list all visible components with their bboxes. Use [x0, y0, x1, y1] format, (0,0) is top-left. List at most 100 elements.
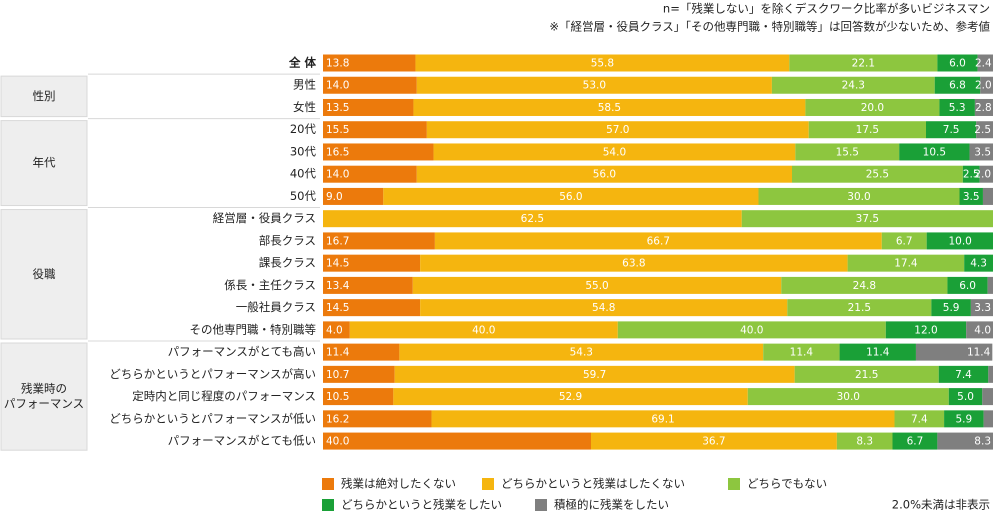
bar-segment: [323, 343, 400, 361]
bar-segment: [795, 143, 900, 161]
category-label: 定時内と同じ程度のパフォーマンス: [132, 389, 316, 403]
note: n=「残業しない」を除くデスクワーク比率が多いビジネスマン: [663, 2, 990, 16]
bar-segment: [323, 143, 434, 161]
group-label: パフォーマンス: [4, 397, 84, 411]
value-label: 6.7: [896, 235, 913, 247]
bar-segment: [988, 365, 993, 383]
bar-segment: [323, 76, 417, 94]
bar-segment: [808, 121, 926, 139]
bar-segment: [323, 410, 432, 428]
bar-segment: [983, 410, 993, 428]
category-label: 男性: [293, 78, 316, 92]
value-label: 4.0: [326, 324, 343, 336]
value-label: 57.0: [606, 124, 629, 136]
value-label: 56.0: [593, 169, 616, 181]
value-label: 40.0: [472, 324, 495, 336]
bar-segment: [323, 388, 394, 406]
value-label: 59.7: [583, 369, 606, 381]
bar-segment: [323, 432, 591, 450]
bar-segment: [323, 276, 413, 294]
bar-segment: [787, 299, 932, 317]
bar-segment: [415, 54, 790, 72]
bar-segment: [987, 276, 993, 294]
bar-segment: [431, 410, 895, 428]
value-label: 9.0: [326, 191, 343, 203]
value-label: 5.3: [949, 102, 966, 114]
bar-segment: [885, 321, 967, 339]
bar-segment: [758, 187, 960, 205]
value-label: 10.7: [326, 369, 349, 381]
bar-segment: [383, 187, 759, 205]
value-label: 8.3: [974, 436, 991, 448]
category-label: 経営層・役員クラス: [213, 211, 316, 225]
value-label: 16.2: [326, 413, 349, 425]
value-label: 3.3: [974, 302, 991, 314]
value-label: 30.0: [847, 191, 870, 203]
value-label: 7.5: [943, 124, 960, 136]
category-label: 部長クラス: [259, 233, 316, 247]
value-label: 24.3: [842, 80, 865, 92]
category-label: 40代: [290, 167, 317, 181]
bar-segment: [982, 388, 993, 406]
value-label: 2.8: [975, 102, 992, 114]
value-label: 58.5: [598, 102, 621, 114]
category-label: 係長・主任クラス: [224, 278, 316, 292]
value-label: 53.0: [583, 80, 606, 92]
value-label: 17.4: [894, 258, 918, 270]
legend-swatch: [482, 478, 494, 490]
category-label: 女性: [293, 100, 316, 114]
legend-label: どちらかというと残業はしたくない: [501, 477, 685, 491]
bar-segment: [892, 432, 938, 450]
legend-label: 積極的に残業をしたい: [554, 498, 669, 512]
value-label: 13.4: [326, 280, 350, 292]
bar-segment: [433, 143, 796, 161]
bar-segment: [931, 299, 971, 317]
legend-swatch: [535, 499, 547, 511]
value-label: 20.0: [861, 102, 884, 114]
value-label: 14.0: [326, 80, 349, 92]
value-label: 5.0: [957, 391, 974, 403]
value-label: 54.0: [603, 146, 626, 158]
value-label: 2.0: [975, 80, 992, 92]
value-label: 7.4: [955, 369, 972, 381]
bar-segment: [934, 76, 981, 94]
bar-segment: [413, 98, 806, 116]
category-label: 30代: [290, 144, 317, 158]
bar-segment: [394, 365, 795, 383]
group-box: [0, 342, 88, 451]
value-label: 6.0: [959, 280, 976, 292]
category-label: 一般社員クラス: [236, 300, 316, 314]
bar-segment: [617, 321, 886, 339]
legend-swatch: [728, 478, 740, 490]
bar-segment: [781, 276, 948, 294]
bar-segment: [947, 276, 988, 294]
value-label: 10.5: [923, 146, 946, 158]
value-label: 2.5: [963, 169, 980, 181]
bar-segment: [349, 321, 618, 339]
value-label: 25.5: [866, 169, 889, 181]
bar-segment: [979, 165, 993, 183]
bar-segment: [412, 276, 782, 294]
value-label: 55.0: [585, 280, 608, 292]
bar-segment: [970, 299, 993, 317]
bar-segment: [937, 432, 993, 450]
bar-segment: [323, 365, 395, 383]
value-label: 63.8: [622, 258, 645, 270]
value-label: 6.7: [907, 436, 924, 448]
value-label: 15.5: [326, 124, 349, 136]
bar-segment: [794, 365, 939, 383]
bar-segment: [962, 165, 980, 183]
value-label: 6.8: [949, 80, 966, 92]
group-box: [0, 75, 88, 118]
value-label: 12.0: [914, 324, 937, 336]
value-label: 2.4: [975, 58, 992, 70]
value-label: 22.1: [852, 58, 875, 70]
bar-segment: [938, 365, 989, 383]
value-label: 21.5: [848, 302, 871, 314]
value-label: 2.5: [974, 124, 991, 136]
legend-label: どちらでもない: [747, 477, 827, 491]
bar-segment: [323, 98, 414, 116]
group-box: [0, 209, 88, 340]
value-label: 11.4: [790, 347, 814, 359]
value-label: 14.0: [326, 169, 349, 181]
